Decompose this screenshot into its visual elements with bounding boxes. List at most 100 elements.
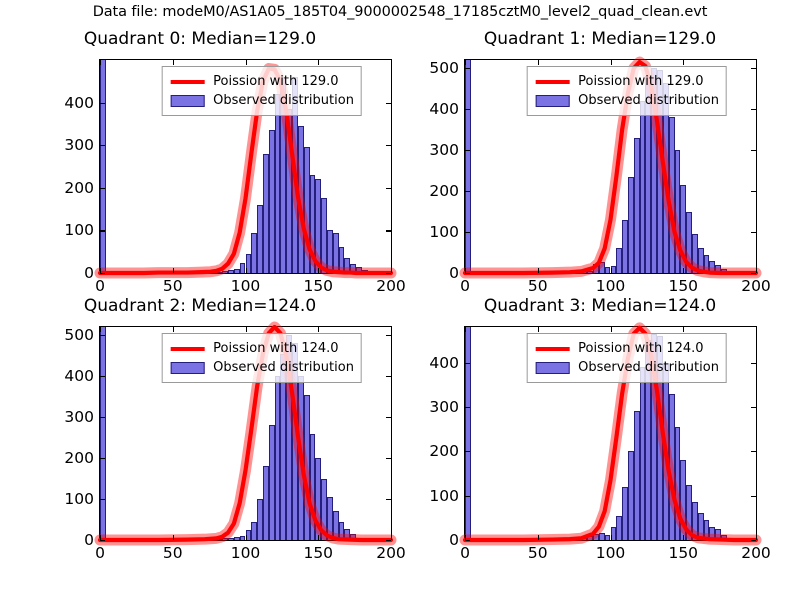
y-tick-label: 400 <box>429 353 459 372</box>
x-tick <box>683 268 685 273</box>
figure-suptitle: Data file: modeM0/AS1A05_185T04_90000025… <box>92 4 708 20</box>
legend-line-swatch-icon <box>169 342 205 356</box>
x-tick-label: 200 <box>741 277 771 295</box>
legend-entry[interactable]: Observed distribution <box>169 358 354 377</box>
histogram-bar <box>344 528 351 540</box>
histogram-bar <box>715 264 722 273</box>
x-tick <box>318 535 320 540</box>
y-tick-mirror <box>386 376 391 378</box>
x-tick-mirror <box>683 327 685 332</box>
legend-label: Poission with 124.0 <box>213 341 339 356</box>
x-tick-mirror <box>465 327 467 332</box>
legend-entry[interactable]: Poission with 129.0 <box>534 72 719 91</box>
x-tick <box>683 535 685 540</box>
x-tick <box>100 535 102 540</box>
y-tick-mirror <box>386 187 391 189</box>
histogram-bar <box>465 60 471 273</box>
y-tick <box>465 540 470 542</box>
y-tick-label: 200 <box>429 182 459 201</box>
y-tick-mirror <box>751 362 756 364</box>
legend-entry[interactable]: Observed distribution <box>169 91 354 110</box>
legend-quadrant-3[interactable]: Poission with 124.0 Observed distribution <box>526 333 727 383</box>
histogram-bar <box>228 537 234 540</box>
histogram-bar <box>257 499 263 540</box>
histogram-bar <box>703 520 710 540</box>
histogram-bar <box>245 254 252 273</box>
histogram-bar <box>350 263 357 273</box>
histogram-bar <box>616 248 623 273</box>
swatch-fill <box>170 346 205 351</box>
y-tick-mirror <box>751 495 756 497</box>
y-tick-mirror <box>386 102 391 104</box>
y-tick <box>100 102 105 104</box>
poisson-curve-quadrant-1 <box>459 56 762 279</box>
y-tick <box>465 406 470 409</box>
legend-entry[interactable]: Poission with 124.0 <box>169 339 354 358</box>
y-tick-mirror <box>751 191 756 193</box>
legend-label: Poission with 124.0 <box>578 341 704 356</box>
y-tick <box>465 150 470 152</box>
x-tick-label: 150 <box>303 544 334 562</box>
y-tick <box>465 362 470 364</box>
y-tick-label: 300 <box>64 408 94 427</box>
x-tick-mirror <box>610 327 612 332</box>
histogram-bar <box>686 484 692 540</box>
y-tick-mirror <box>751 273 756 275</box>
x-tick-mirror <box>318 327 320 332</box>
x-tick <box>465 535 467 540</box>
histogram-bar <box>100 327 106 540</box>
histogram-bar <box>344 257 351 273</box>
histogram-bar <box>338 521 345 540</box>
y-tick-mirror <box>751 540 756 542</box>
x-tick-mirror <box>100 327 102 332</box>
subplot-title-quadrant-0: Quadrant 0: Median=129.0 <box>83 29 317 49</box>
legend-patch-swatch-icon <box>534 361 570 375</box>
subplot-title-quadrant-3: Quadrant 3: Median=124.0 <box>483 296 717 316</box>
x-tick-label: 200 <box>376 544 406 562</box>
histogram-bar <box>356 267 362 273</box>
legend-quadrant-1[interactable]: Poission with 129.0 Observed distribution <box>526 66 727 116</box>
x-tick <box>172 268 174 273</box>
y-tick <box>100 376 105 378</box>
y-tick-mirror <box>386 145 391 147</box>
y-tick-label: 100 <box>429 223 459 242</box>
histogram-bar <box>262 466 269 540</box>
y-tick-label: 500 <box>429 59 459 78</box>
legend-entry[interactable]: Poission with 129.0 <box>169 72 354 91</box>
legend-quadrant-2[interactable]: Poission with 124.0 Observed distribution <box>161 333 362 383</box>
x-tick-label: 100 <box>595 544 626 562</box>
x-tick-label: 100 <box>595 277 626 295</box>
y-tick <box>465 191 470 193</box>
legend-label: Poission with 129.0 <box>578 74 704 89</box>
legend-entry[interactable]: Poission with 124.0 <box>534 339 719 358</box>
x-tick <box>756 268 758 273</box>
y-tick-mirror <box>386 273 391 275</box>
legend-quadrant-0[interactable]: Poission with 129.0 Observed distribution <box>161 66 362 116</box>
subplot-quadrant-3: Quadrant 3: Median=124.0 0 100 200 300 400 0 5… <box>400 297 800 572</box>
x-tick-mirror <box>465 60 467 65</box>
x-tick-label: 0 <box>460 544 470 562</box>
legend-entry[interactable]: Observed distribution <box>534 91 719 110</box>
histogram-bar <box>691 234 698 273</box>
histogram-bar <box>633 137 640 273</box>
x-tick-label: 0 <box>95 544 105 562</box>
y-tick-label: 300 <box>64 136 94 155</box>
subplot-title-quadrant-2: Quadrant 2: Median=124.0 <box>83 296 317 316</box>
y-tick-label: 400 <box>429 100 459 119</box>
x-tick-label: 100 <box>230 277 261 295</box>
y-tick <box>100 273 105 275</box>
x-tick-label: 150 <box>668 544 699 562</box>
histogram-bar <box>674 150 681 273</box>
legend-line-swatch-icon <box>534 75 570 89</box>
subplot-quadrant-2: Quadrant 2: Median=124.0 0 100 200 300 400 50… <box>0 296 405 572</box>
histogram-bar <box>326 230 333 273</box>
histogram-bar <box>610 526 617 540</box>
x-tick <box>537 535 539 540</box>
histogram-bar <box>222 270 229 273</box>
y-tick-label: 0 <box>449 531 459 549</box>
histogram-bar <box>233 268 240 273</box>
histogram-bar <box>593 533 599 540</box>
legend-entry[interactable]: Observed distribution <box>534 358 719 377</box>
y-tick-mirror <box>386 499 391 501</box>
